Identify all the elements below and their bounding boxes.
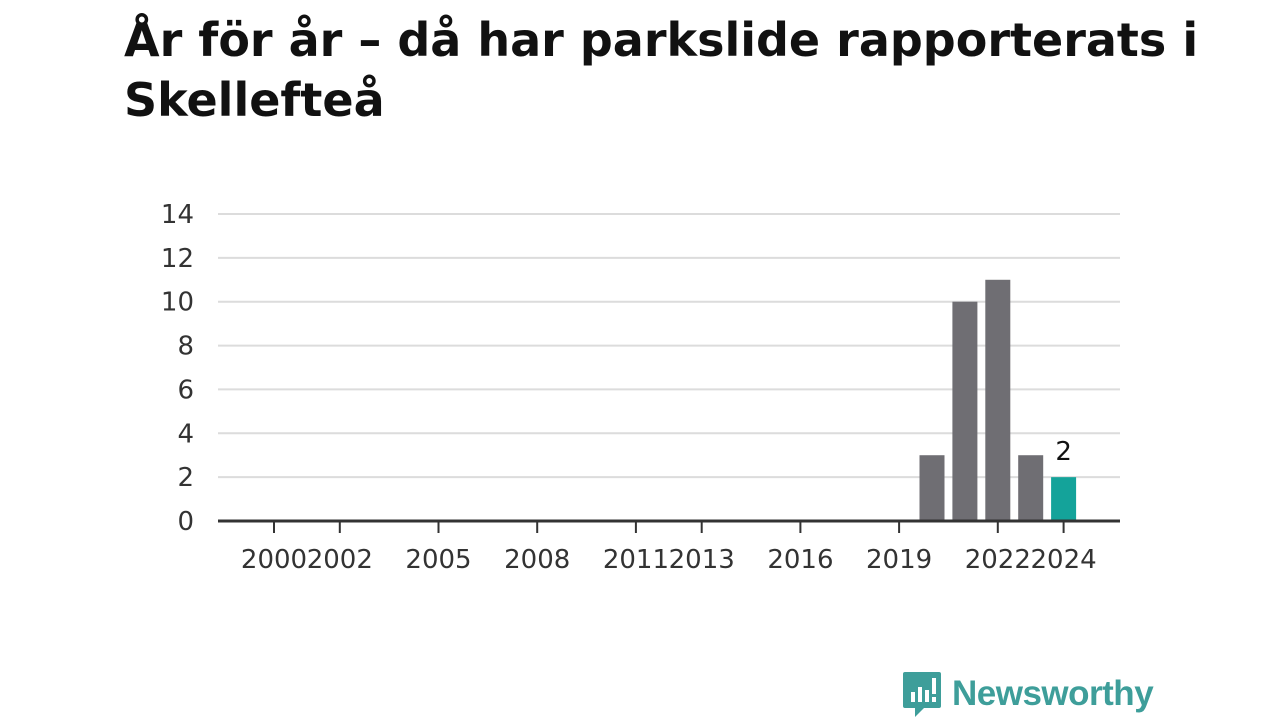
bars: [919, 279, 1077, 521]
y-tick-label: 0: [177, 507, 194, 537]
x-tick-label: 2016: [767, 545, 833, 575]
x-tick-label: 2024: [1031, 545, 1097, 575]
newsworthy-brand: Newsworthy: [902, 670, 1154, 718]
bar: [985, 279, 1011, 521]
data-label: 2: [1055, 437, 1072, 467]
x-tick-label: 2008: [504, 545, 570, 575]
x-tick-label: 2005: [405, 545, 471, 575]
brand-name: Newsworthy: [952, 674, 1154, 713]
data-labels: 2: [1055, 437, 1072, 467]
x-tick-label: 2013: [669, 545, 735, 575]
x-tick-label: 2019: [866, 545, 932, 575]
y-tick-label: 10: [161, 288, 194, 318]
x-tick-label: 2000: [241, 545, 307, 575]
y-tick-label: 12: [161, 244, 194, 274]
bar: [1018, 455, 1044, 521]
y-tick-label: 8: [177, 332, 194, 362]
x-tick-label: 2011: [603, 545, 669, 575]
chart-title: År för år – då har parkslide rapporterat…: [124, 13, 1199, 127]
y-tick-label: 4: [177, 419, 194, 449]
x-tick-label: 2002: [307, 545, 373, 575]
y-tick-label: 14: [161, 200, 194, 230]
bar: [919, 455, 945, 521]
newsworthy-logo-icon: [903, 672, 941, 717]
x-tick-label: 2022: [965, 545, 1031, 575]
y-tick-label: 6: [177, 375, 194, 405]
x-axis: 2000 2002 2005 2008 2011 2013 2016 2019 2022 2024: [218, 519, 1120, 575]
y-tick-label: 2: [177, 463, 194, 493]
grid-lines: [218, 213, 1120, 479]
bar: [1051, 477, 1077, 521]
bar: [952, 301, 978, 521]
y-axis-ticks: 0 2 4 6 8 10 12 14: [161, 200, 194, 537]
